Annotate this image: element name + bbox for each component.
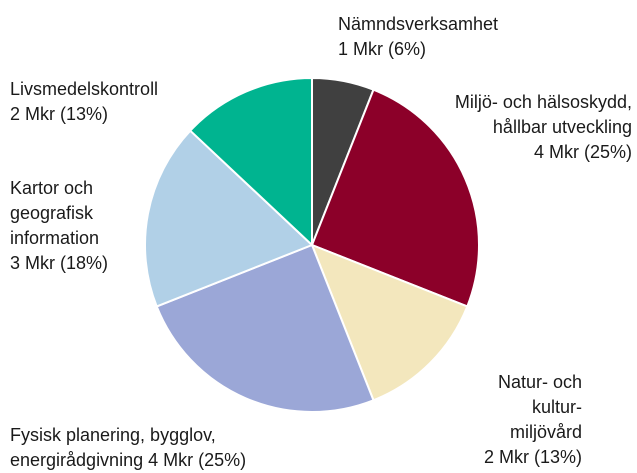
slice-label: Kartor och geografisk information 3 Mkr (… — [10, 176, 108, 276]
category-label: Livsmedelskontroll — [10, 79, 159, 99]
category-label: Fysisk planering, bygglov, energirådgivn… — [10, 425, 216, 470]
value-label: 4 Mkr (25%) — [533, 142, 632, 162]
slice-label: Natur- och kultur- miljövård 2 Mkr (13%) — [484, 370, 582, 470]
slice-label: Miljö- och hälsoskydd, hållbar utvecklin… — [455, 90, 632, 165]
slice-label: Livsmedelskontroll 2 Mkr (13%) — [10, 77, 158, 127]
category-label: Kartor och geografisk information — [10, 178, 100, 248]
pie-slice — [155, 243, 375, 413]
pie-slice — [310, 243, 469, 402]
category-label: Natur- och kultur- miljövård — [497, 372, 582, 442]
pie-slice — [188, 76, 313, 248]
value-label: 2 Mkr (13%) — [483, 447, 582, 467]
pie-slice — [144, 129, 314, 308]
value-label: 4 Mkr (25%) — [148, 450, 247, 470]
pie-slice — [310, 88, 480, 308]
slice-label: Fysisk planering, bygglov, energirådgivn… — [10, 423, 246, 473]
slice-label: Nämndsverksamhet 1 Mkr (6%) — [338, 12, 498, 62]
value-label: 2 Mkr (13%) — [10, 104, 109, 124]
category-label: Miljö- och hälsoskydd, hållbar utvecklin… — [454, 92, 632, 137]
value-label: 1 Mkr (6%) — [338, 39, 427, 59]
category-label: Nämndsverksamhet — [338, 14, 499, 34]
value-label: 3 Mkr (18%) — [10, 253, 109, 273]
